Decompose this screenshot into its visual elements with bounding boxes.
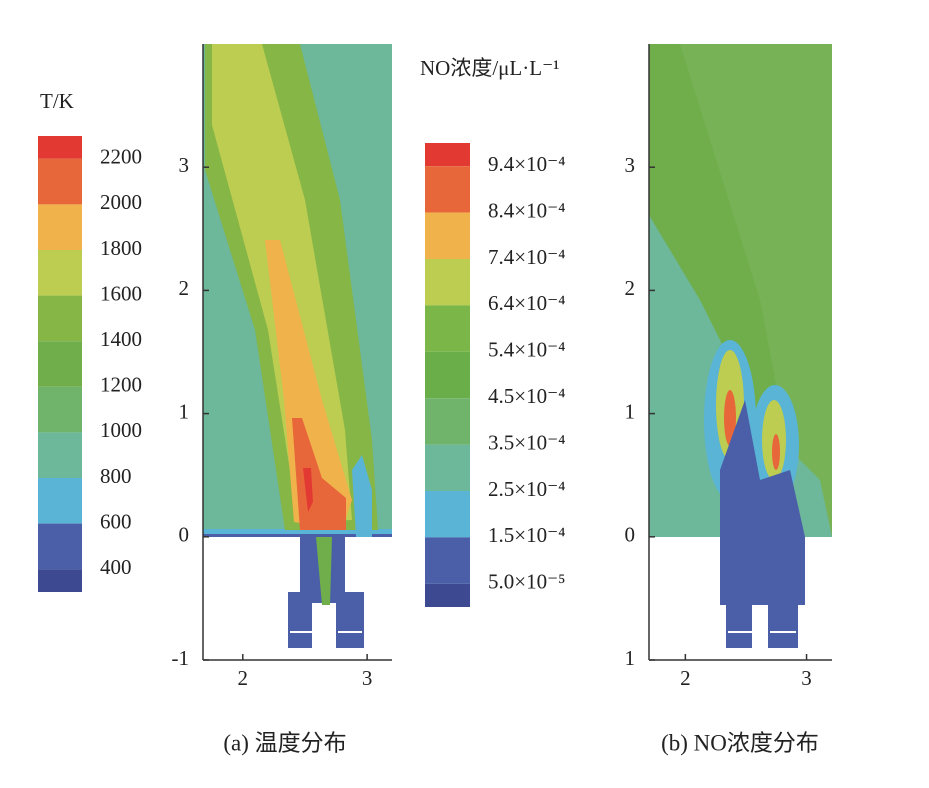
y-tick-label: 1 (179, 399, 190, 423)
colorbar-band (38, 386, 82, 433)
colorbar-label: 2000 (100, 190, 142, 214)
y-tick-label: -1 (172, 646, 190, 670)
colorbar-band (38, 204, 82, 250)
colorbar-band (38, 250, 82, 296)
colorbar-band (425, 398, 470, 445)
colorbar-label: 6.4×10⁻⁴ (488, 291, 566, 315)
y-tick-label: 2 (179, 276, 190, 300)
colorbar-band (425, 351, 470, 399)
colorbar-label: 1000 (100, 418, 142, 442)
x-tick-label: 2 (238, 666, 249, 690)
colorbar-label: 1600 (100, 281, 142, 305)
colorbar-label: 1400 (100, 327, 142, 351)
colorbar-label: 1200 (100, 373, 142, 397)
y-tick-label: 0 (625, 523, 636, 547)
colorbar-band (38, 569, 82, 592)
colorbar-label: 400 (100, 555, 132, 579)
colorbar-band (425, 583, 470, 607)
y-tick-label: 1 (625, 399, 636, 423)
y-tick-label: 0 (179, 523, 190, 547)
x-tick-label: 3 (362, 666, 373, 690)
colorbar-band (38, 136, 82, 159)
colorbar-band (38, 295, 82, 342)
temperature-field (203, 44, 392, 648)
colorbar-label: 2.5×10⁻⁴ (488, 477, 566, 501)
colorbar-band (425, 143, 470, 167)
y-tick-label: 1 (625, 646, 636, 670)
colorbar-label: 2200 (100, 145, 142, 169)
colorbar-label: 5.0×10⁻⁵ (488, 570, 566, 594)
colorbar-band (38, 523, 82, 570)
colorbar-band (425, 166, 470, 213)
colorbar-label: 1800 (100, 236, 142, 260)
x-tick-label: 3 (801, 666, 812, 690)
colorbar-band (425, 537, 470, 584)
caption: (b) NO浓度分布 (661, 730, 819, 755)
colorbar-label: 4.5×10⁻⁴ (488, 384, 566, 408)
colorbar-band (38, 478, 82, 524)
colorbar-title: NO浓度/μL·L⁻¹ (420, 56, 559, 80)
no-concentration-field (649, 44, 832, 648)
colorbar-title: T/K (40, 89, 74, 113)
y-tick-label: 3 (179, 153, 190, 177)
colorbar-label: 800 (100, 464, 132, 488)
colorbar-band (38, 432, 82, 478)
colorbar-label: 8.4×10⁻⁴ (488, 198, 566, 222)
colorbar-label: 3.5×10⁻⁴ (488, 430, 566, 454)
colorbar-band (425, 305, 470, 352)
colorbar-label: 9.4×10⁻⁴ (488, 152, 566, 176)
y-tick-label: 3 (625, 153, 636, 177)
colorbar-label: 5.4×10⁻⁴ (488, 338, 566, 362)
colorbar-band (425, 444, 470, 491)
colorbar-label: 1.5×10⁻⁴ (488, 523, 566, 547)
colorbar-band (425, 259, 470, 306)
x-tick-label: 2 (680, 666, 691, 690)
colorbar-band (425, 212, 470, 259)
colorbar-band (38, 341, 82, 387)
colorbar-band (425, 491, 470, 538)
colorbar-label: 600 (100, 509, 132, 533)
colorbar-label: 7.4×10⁻⁴ (488, 245, 566, 269)
y-tick-label: 2 (625, 276, 636, 300)
caption: (a) 温度分布 (223, 730, 346, 755)
colorbar-band (38, 158, 82, 205)
